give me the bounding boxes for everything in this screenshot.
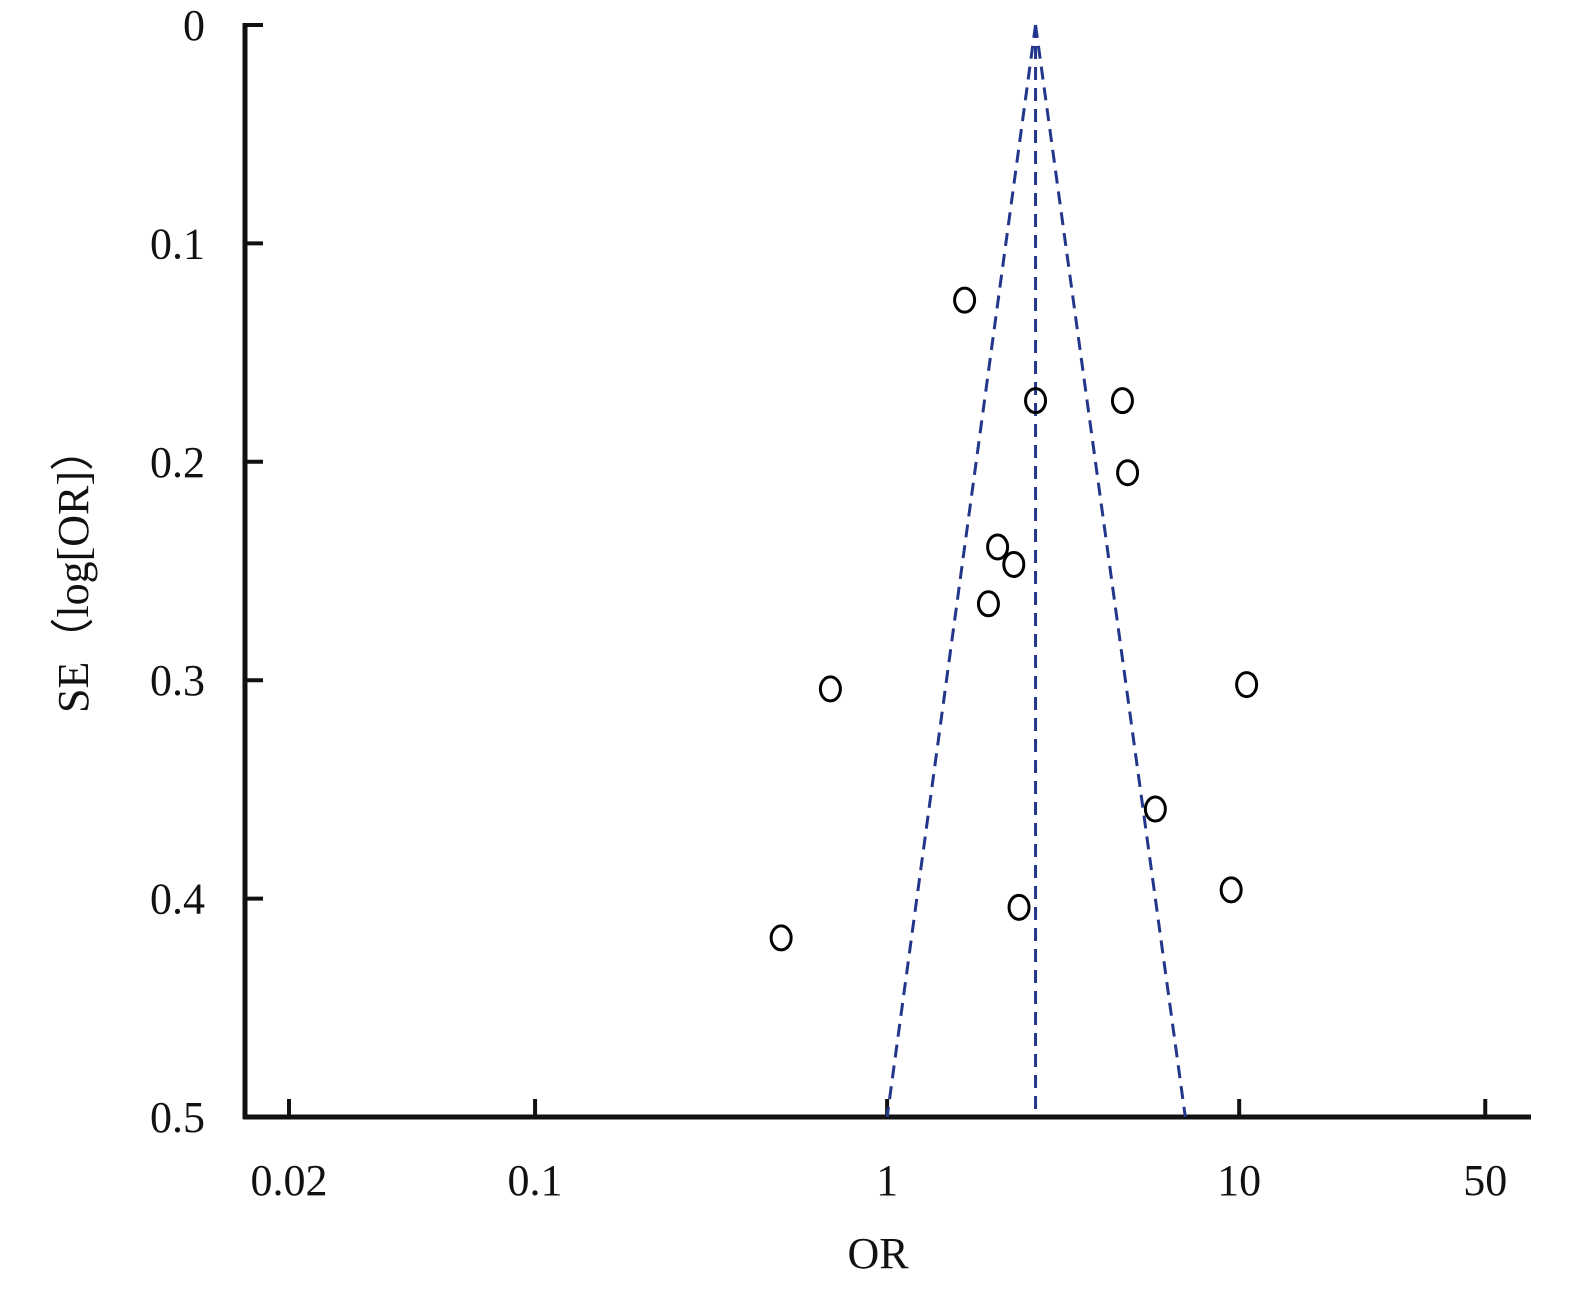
point xyxy=(986,533,1010,561)
point xyxy=(1024,387,1048,415)
funnel-line xyxy=(885,24,1038,1118)
x-tick-label: 0.1 xyxy=(508,1156,563,1205)
funnel-line xyxy=(1034,24,1187,1118)
point xyxy=(1007,893,1031,921)
y-tick-label: 0.4 xyxy=(150,875,205,924)
x-axis-label: OR xyxy=(847,1229,909,1278)
y-axis-label: SE（log[OR]） xyxy=(49,427,98,713)
point xyxy=(1116,459,1140,487)
y-tick-label: 0.3 xyxy=(150,656,205,705)
x-tick-label: 1 xyxy=(876,1156,898,1205)
point xyxy=(1219,876,1243,904)
point xyxy=(953,286,977,314)
x-tick-label: 10 xyxy=(1217,1156,1261,1205)
y-tick-label: 0.1 xyxy=(150,219,205,268)
point xyxy=(1002,550,1026,578)
point xyxy=(818,675,842,703)
point xyxy=(1110,387,1134,415)
point xyxy=(1235,671,1259,699)
x-tick-label: 50 xyxy=(1463,1156,1507,1205)
point xyxy=(769,924,793,952)
point xyxy=(1143,795,1167,823)
x-tick-label: 0.02 xyxy=(250,1156,327,1205)
y-tick-label: 0 xyxy=(183,1,205,50)
y-tick-label: 0.5 xyxy=(150,1093,205,1142)
y-tick-label: 0.2 xyxy=(150,438,205,487)
point xyxy=(976,590,1000,618)
